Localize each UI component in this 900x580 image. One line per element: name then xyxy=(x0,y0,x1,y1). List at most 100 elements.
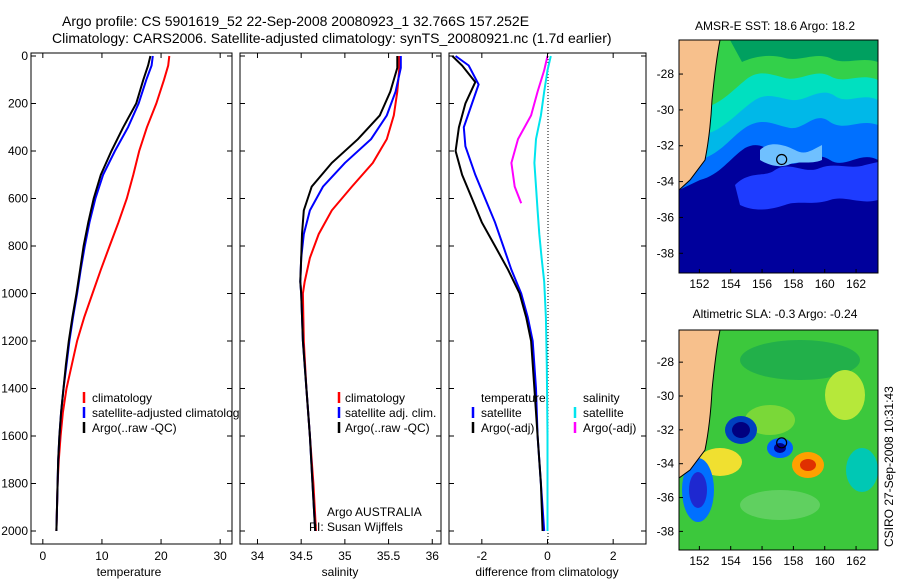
x-tick-label: 30 xyxy=(213,549,227,563)
temperature-lines xyxy=(55,55,171,532)
series-line-salinity-satellite xyxy=(533,55,552,531)
y-tick-label: 600 xyxy=(8,192,28,206)
temperature-xlabel: temperature xyxy=(97,565,162,579)
sla-map-frame xyxy=(678,329,879,551)
series-line-temperature-satellite xyxy=(455,55,546,532)
map-y-tick-label: -36 xyxy=(657,491,675,505)
map-y-tick-label: -38 xyxy=(657,524,675,538)
map-x-tick-label: 154 xyxy=(721,277,741,291)
map-x-tick-label: 154 xyxy=(721,554,741,568)
salinity-legend-satellite: satellite adj. clim. xyxy=(345,406,436,420)
difference-legend-temperature: temperature xyxy=(481,391,546,405)
sla-argo-marker xyxy=(776,437,788,449)
salinity-panel: 34 34.5 35 35.5 36 salinity climatology sate… xyxy=(239,52,442,579)
temperature-legend-satellite: satellite-adjusted climatology xyxy=(92,406,245,420)
temperature-ticks: 0 10 20 30 0 200 400 600 800 1000 1200 1400 1600 1800… xyxy=(1,49,232,563)
map-x-tick-label: 158 xyxy=(783,277,803,291)
salinity-legend-argo: Argo(..raw -QC) xyxy=(345,421,430,435)
x-tick-label: 36 xyxy=(426,549,440,563)
y-tick-label: 0 xyxy=(21,49,28,63)
y-tick-label: 1200 xyxy=(1,334,28,348)
argo-position-marker xyxy=(776,153,788,166)
x-tick-label: -2 xyxy=(476,549,487,563)
salinity-lines xyxy=(299,56,402,532)
salinity-xlabel: salinity xyxy=(322,565,359,579)
sst-map-panel: AMSR-E SST: 18.6 Argo: 18.2 152 154 156 158… xyxy=(657,19,879,291)
map-y-tick-label: -34 xyxy=(657,457,675,471)
temperature-panel: 0 10 20 30 0 200 400 600 800 1000 1200 1400 1600 1800… xyxy=(1,49,245,579)
map-x-tick-label: 152 xyxy=(689,554,709,568)
y-tick-label: 1800 xyxy=(1,477,28,491)
sst-map-ticks: 152 154 156 158 160 162 -28 -30 -32 -34 -36 -38 xyxy=(657,67,867,291)
temperature-axes-box xyxy=(30,52,233,545)
salinity-annotation-line2: PI: Susan Wijffels xyxy=(309,520,403,534)
map-y-tick-label: -30 xyxy=(657,103,675,117)
map-x-tick-label: 156 xyxy=(752,554,772,568)
x-tick-label: 34 xyxy=(251,549,265,563)
map-x-tick-label: 162 xyxy=(846,554,866,568)
difference-legend-sal-argo: Argo(-adj) xyxy=(583,421,636,435)
map-y-tick-label: -38 xyxy=(657,246,675,260)
difference-legend-sal-satellite: satellite xyxy=(583,406,624,420)
difference-ticks: -2 0 2 xyxy=(449,53,646,563)
difference-lines xyxy=(451,55,552,532)
x-tick-label: 20 xyxy=(154,549,168,563)
difference-legend-salinity: salinity xyxy=(583,391,620,405)
sst-field xyxy=(679,40,878,273)
sla-field xyxy=(679,330,878,550)
salinity-legend: climatology satellite adj. clim. Argo(..… xyxy=(337,391,436,435)
x-tick-label: 0 xyxy=(544,549,551,563)
sst-map-title: AMSR-E SST: 18.6 Argo: 18.2 xyxy=(695,19,855,33)
x-tick-label: 34.5 xyxy=(289,549,313,563)
map-y-tick-label: -34 xyxy=(657,175,675,189)
series-line-temperature-argo-adj- xyxy=(451,55,544,532)
y-tick-label: 1400 xyxy=(1,382,28,396)
difference-legend-temp-argo: Argo(-adj) xyxy=(481,421,534,435)
sla-map-ticks: 152 154 156 158 160 162 -28 -30 -32 -34 -36 -38 xyxy=(657,355,867,568)
map-y-tick-label: -30 xyxy=(657,389,675,403)
series-line-argo-raw-qc- xyxy=(299,56,399,532)
salinity-axes-box xyxy=(239,52,442,545)
map-x-tick-label: 156 xyxy=(752,277,772,291)
map-y-tick-label: -32 xyxy=(657,423,675,437)
y-tick-label: 200 xyxy=(8,97,28,111)
difference-xlabel: difference from climatology xyxy=(475,565,618,579)
salinity-legend-climatology: climatology xyxy=(345,391,405,405)
sst-argo-marker xyxy=(776,153,788,166)
series-line-salinity-argo-adj- xyxy=(510,55,549,204)
difference-legend: temperature salinity satellite Argo(-adj… xyxy=(471,391,636,435)
sla-map-panel: Altimetric SLA: -0.3 Argo: -0.24 152 154 1… xyxy=(657,307,879,568)
y-tick-label: 2000 xyxy=(1,524,28,538)
argo-position-marker xyxy=(776,437,788,449)
map-y-tick-label: -36 xyxy=(657,210,675,224)
map-y-tick-label: -28 xyxy=(657,355,675,369)
map-x-tick-label: 160 xyxy=(815,554,835,568)
header-title-line2: Climatology: CARS2006. Satellite-adjuste… xyxy=(52,30,612,46)
x-tick-label: 0 xyxy=(39,549,46,563)
temperature-legend: climatology satellite-adjusted climatolo… xyxy=(82,391,245,435)
y-tick-label: 400 xyxy=(8,144,28,158)
temperature-legend-argo: Argo(..raw -QC) xyxy=(92,421,177,435)
map-x-tick-label: 160 xyxy=(815,277,835,291)
y-tick-label: 1000 xyxy=(1,287,28,301)
salinity-ticks: 34 34.5 35 35.5 36 xyxy=(240,53,441,563)
difference-panel: -2 0 2 difference from climatology tempera… xyxy=(448,52,647,579)
x-tick-label: 35 xyxy=(338,549,352,563)
map-x-tick-label: 162 xyxy=(846,277,866,291)
x-tick-label: 10 xyxy=(95,549,109,563)
temperature-legend-climatology: climatology xyxy=(92,391,152,405)
y-tick-label: 1600 xyxy=(1,429,28,443)
salinity-annotation-line1: Argo AUSTRALIA xyxy=(327,505,422,519)
sst-map-frame xyxy=(678,39,879,274)
difference-legend-temp-satellite: satellite xyxy=(481,406,522,420)
series-line-argo-raw-qc- xyxy=(55,55,152,532)
y-tick-label: 800 xyxy=(8,239,28,253)
x-tick-label: 35.5 xyxy=(377,549,401,563)
side-note: CSIRO 27-Sep-2008 10:31:43 xyxy=(882,386,896,547)
map-y-tick-label: -28 xyxy=(657,67,675,81)
map-x-tick-label: 152 xyxy=(689,277,709,291)
sla-map-title: Altimetric SLA: -0.3 Argo: -0.24 xyxy=(693,307,858,321)
x-tick-label: 2 xyxy=(610,549,617,563)
map-y-tick-label: -32 xyxy=(657,139,675,153)
